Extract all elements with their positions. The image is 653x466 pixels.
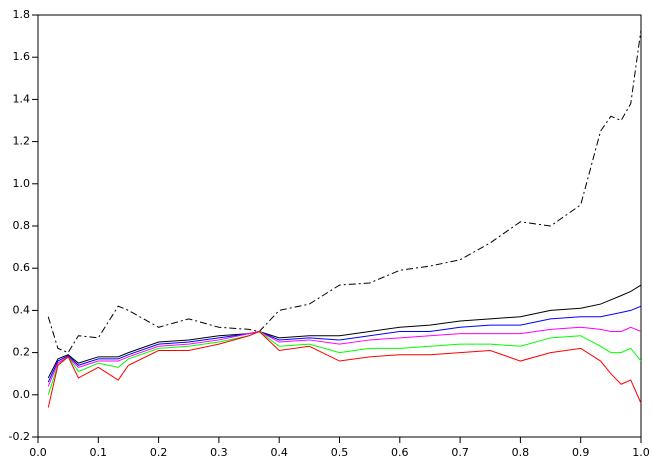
x-tick-label: 0.4 <box>270 446 288 459</box>
y-tick-label: 0.4 <box>13 303 31 316</box>
data-line <box>47 330 642 408</box>
data-line <box>47 284 642 379</box>
y-tick-label: 1.4 <box>13 92 31 105</box>
data-line <box>47 326 642 387</box>
x-tick-label: 0.9 <box>572 446 590 459</box>
y-tick-label: 0.0 <box>13 388 31 401</box>
x-tick-label: 0.7 <box>451 446 469 459</box>
y-tick-label: -0.2 <box>9 430 30 443</box>
data-line <box>47 305 642 383</box>
x-tick-label: 0.8 <box>512 446 530 459</box>
data-line <box>47 330 642 395</box>
data-line <box>47 29 642 354</box>
x-tick-label: 0.3 <box>210 446 228 459</box>
x-tick-label: 0.5 <box>331 446 349 459</box>
x-tick-label: 0.1 <box>90 446 108 459</box>
x-tick-label: 0.2 <box>150 446 168 459</box>
y-tick-label: 1.0 <box>13 177 31 190</box>
x-tick-label: 0.0 <box>29 446 47 459</box>
y-tick-label: 0.2 <box>13 346 31 359</box>
y-tick-label: 0.8 <box>13 219 31 232</box>
y-tick-label: 1.6 <box>13 50 31 63</box>
y-tick-label: 1.8 <box>13 8 31 21</box>
x-tick-label: 1.0 <box>632 446 650 459</box>
y-tick-label: 1.2 <box>13 135 31 148</box>
y-tick-label: 0.6 <box>13 261 31 274</box>
x-tick-label: 0.6 <box>391 446 409 459</box>
